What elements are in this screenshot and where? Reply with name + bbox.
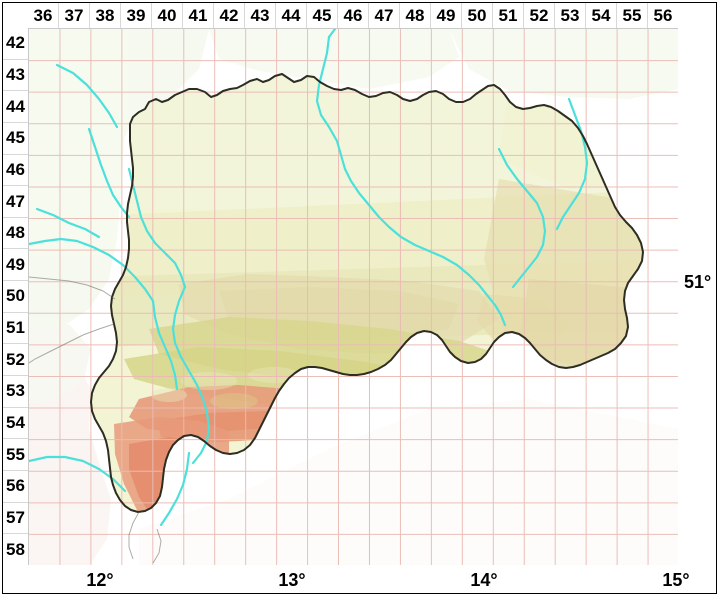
river-spree (497, 147, 547, 289)
grid-row-tick-58: 58 (6, 539, 25, 559)
river-neisse (555, 97, 589, 231)
grid-col-tick-55: 55 (617, 3, 648, 28)
river-vogtland (159, 451, 191, 527)
grid-col-tick-37: 37 (59, 3, 90, 28)
grid-row-tick-46: 46 (3, 155, 28, 187)
grid-col-tick-48: 48 (400, 3, 431, 28)
grid-col-tick-52: 52 (524, 3, 555, 28)
river-elster-west (29, 237, 155, 303)
grid-row-tick-45: 45 (3, 123, 28, 155)
grid-row-tick-51: 51 (3, 313, 28, 345)
grid-col-tick-44: 44 (276, 3, 307, 28)
river-nw-trib (55, 63, 119, 129)
grid-col-tick-47: 47 (369, 3, 400, 28)
grid-row-tick-49: 49 (3, 249, 28, 282)
neighbour-borders (29, 276, 162, 564)
grid-row-tick-54: 54 (3, 408, 28, 440)
grid-column-ruler: 36 37 38 39 40 41 42 43 44 45 46 47 48 49 50 51 52 53 54 55… (28, 3, 678, 28)
saxony-state-border (90, 73, 644, 513)
map-viewport[interactable] (28, 28, 678, 565)
grid-row-tick-50: 50 (3, 281, 28, 313)
grid-row-tick-47: 47 (3, 186, 28, 218)
grid-col-tick-54: 54 (586, 3, 617, 28)
grid-row-tick-57: 57 (3, 503, 28, 535)
river-w-trib (35, 207, 101, 239)
longitude-label-2: 14° (470, 570, 498, 590)
grid-col-tick-40: 40 (152, 3, 183, 28)
river-mulde-lower (171, 285, 211, 465)
longitude-label-0: 12° (86, 570, 114, 590)
grid-col-tick-56: 56 (653, 5, 673, 25)
river-mulde-upper (127, 167, 187, 289)
grid-col-tick-49: 49 (431, 3, 462, 28)
map-grid (29, 29, 678, 565)
grid-row-tick-56: 56 (3, 471, 28, 503)
river-sw-trib (29, 455, 127, 493)
river-elster-south (151, 299, 179, 391)
grid-col-tick-51: 51 (493, 3, 524, 28)
grid-row-tick-42: 42 (3, 28, 28, 60)
grid-row-tick-44: 44 (3, 91, 28, 123)
grid-col-tick-38: 38 (90, 3, 121, 28)
grid-row-tick-55: 55 (3, 439, 28, 471)
latitude-label-51: 51° (684, 272, 712, 292)
grid-col-tick-43: 43 (245, 3, 276, 28)
grid-col-tick-50: 50 (462, 3, 493, 28)
grid-col-tick-42: 42 (214, 3, 245, 28)
grid-row-tick-48: 48 (3, 218, 28, 250)
grid-col-tick-36: 36 (28, 3, 59, 28)
rivers-layer (29, 29, 589, 527)
river-elbe (315, 35, 507, 327)
grid-row-ruler: 42 43 44 45 46 47 48 49 50 51 52 53 54 55 56 57 58 (3, 28, 28, 565)
longitude-label-1: 13° (278, 570, 306, 590)
saxony-relief-map (29, 29, 678, 565)
grid-col-tick-53: 53 (555, 3, 586, 28)
grid-col-tick-39: 39 (121, 3, 152, 28)
grid-col-tick-45: 45 (307, 3, 338, 28)
grid-col-tick-41: 41 (183, 3, 214, 28)
grid-row-tick-53: 53 (3, 376, 28, 408)
river-elster-north (87, 127, 131, 219)
river-elbe-north (327, 29, 337, 39)
grid-row-tick-43: 43 (3, 60, 28, 92)
longitude-label-3: 15° (662, 570, 690, 590)
grid-col-tick-46: 46 (338, 3, 369, 28)
grid-row-tick-52: 52 (3, 344, 28, 377)
